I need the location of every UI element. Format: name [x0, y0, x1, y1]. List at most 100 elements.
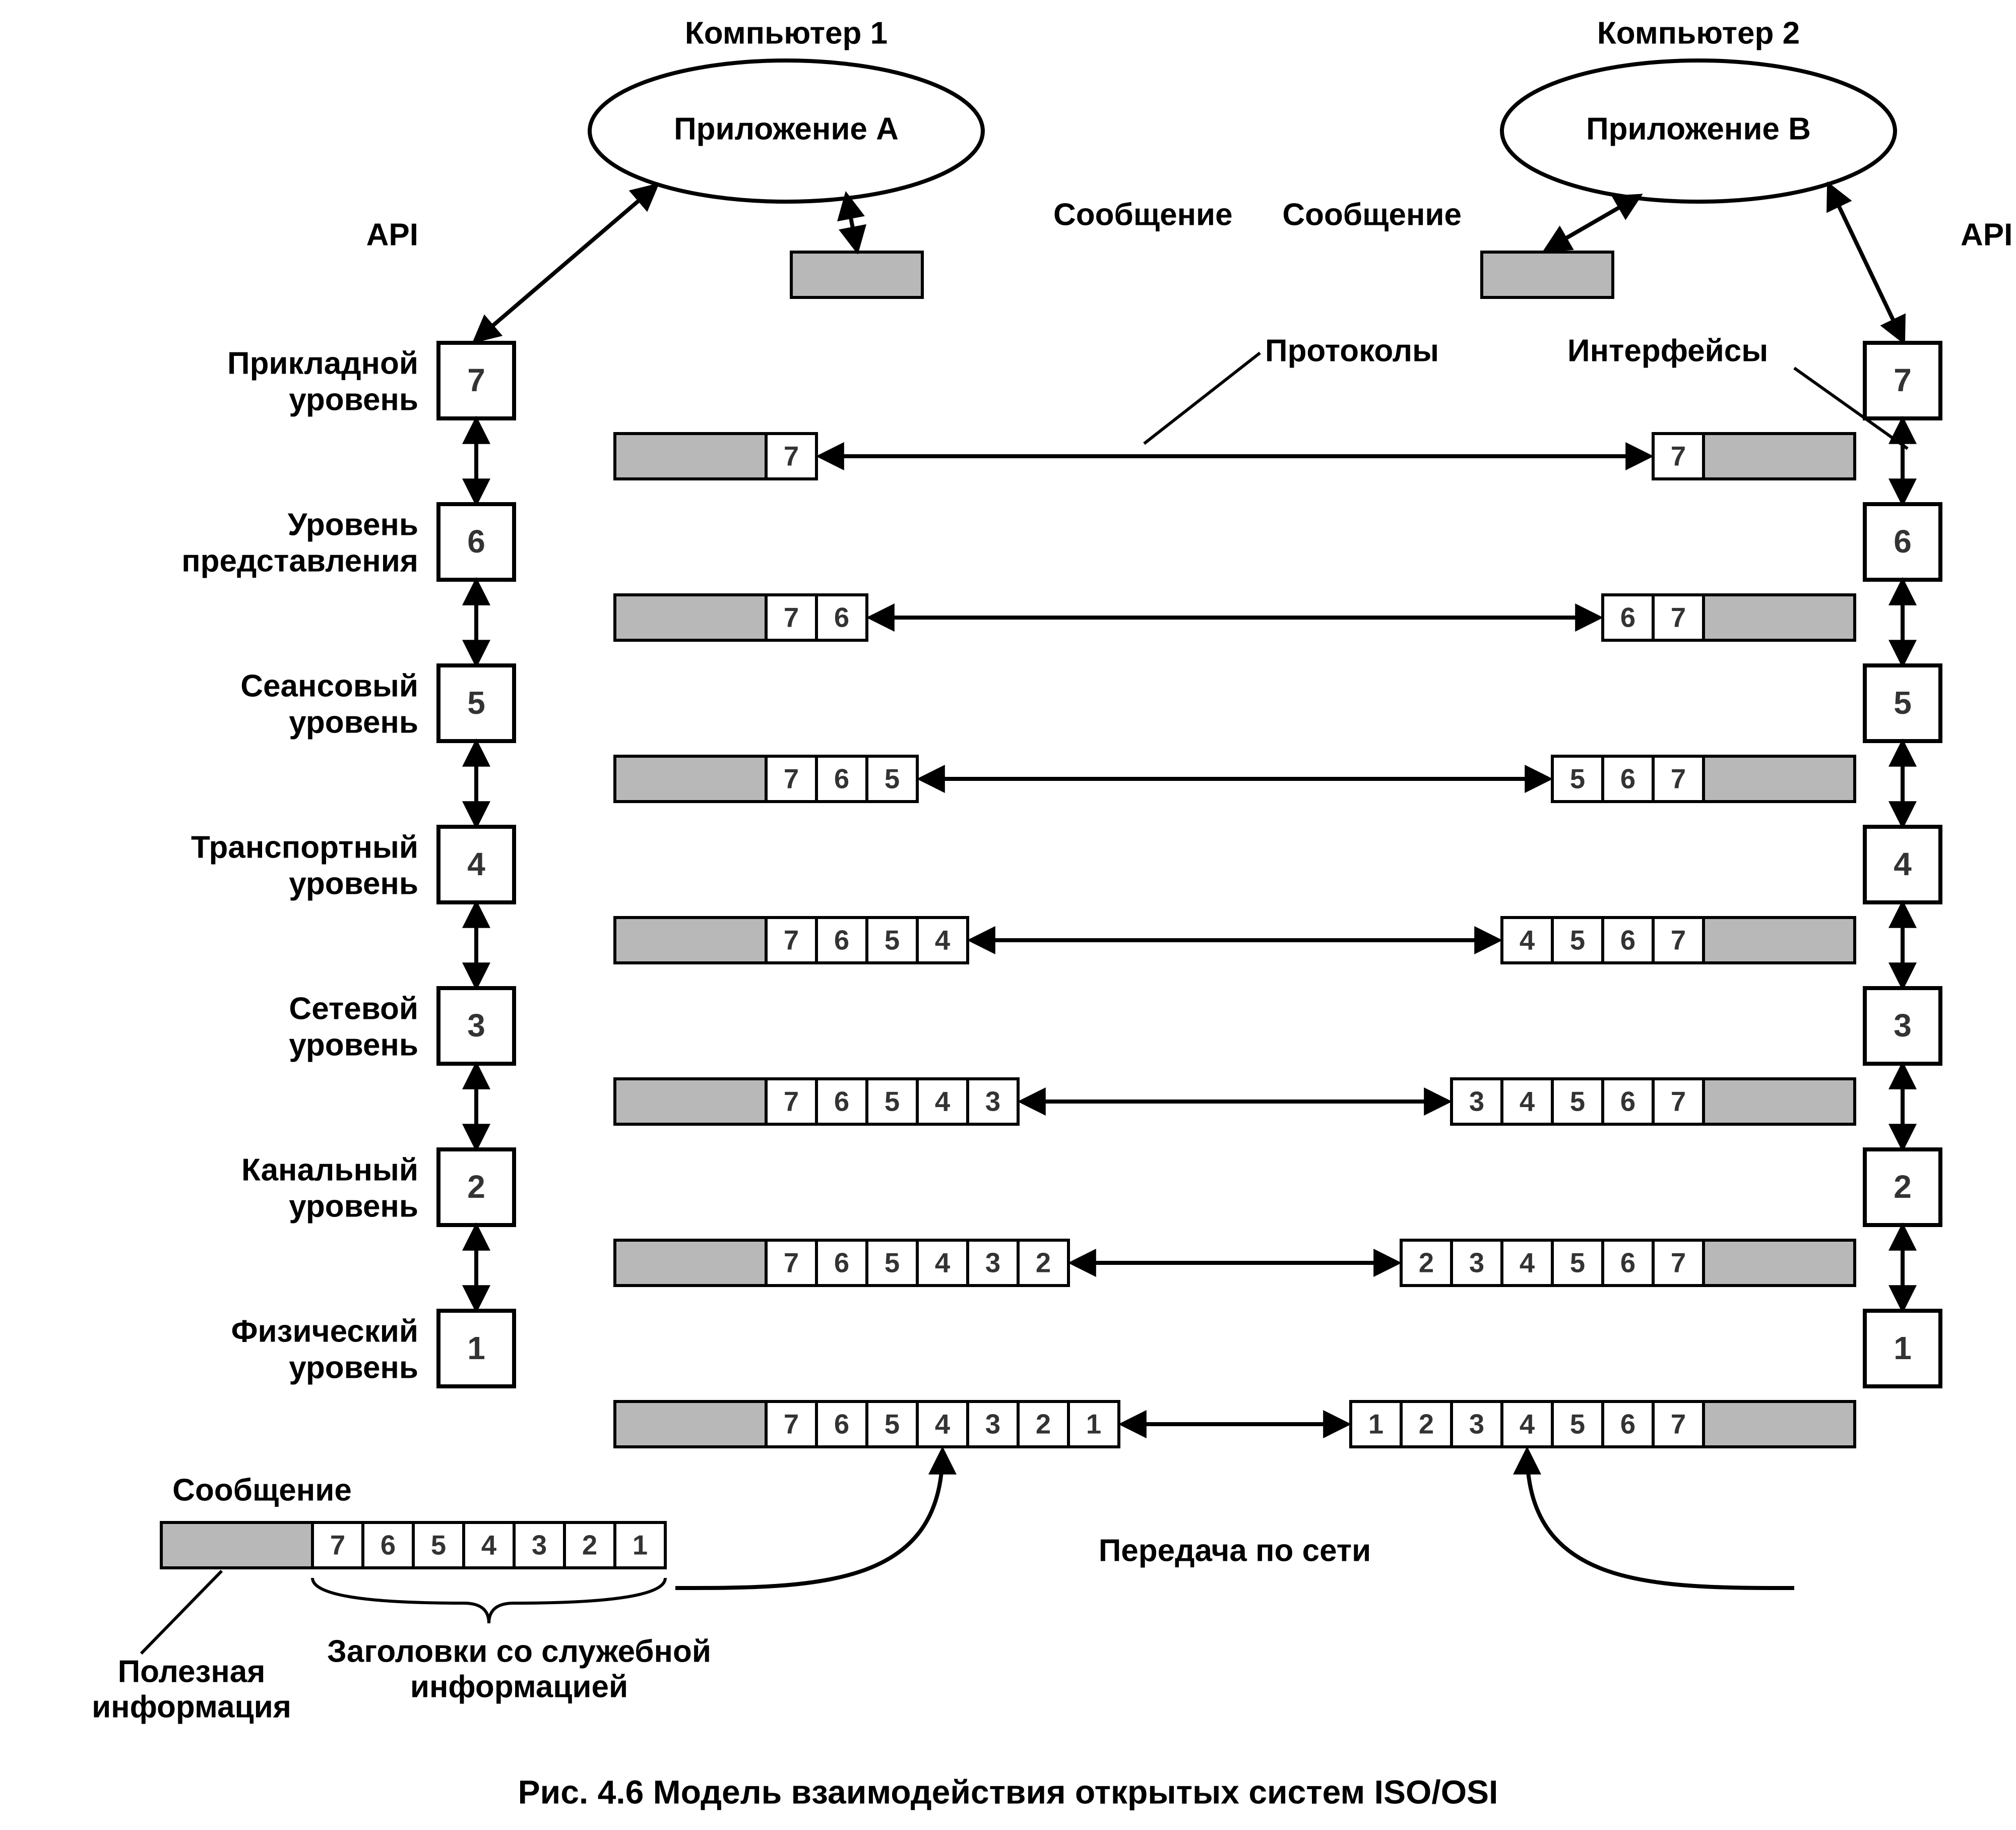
: 5 — [885, 1247, 900, 1278]
layer-label-5-a: Сеансовый — [240, 668, 418, 703]
msg-label-left: Сообщение — [1053, 197, 1233, 232]
pdu-right-pad-5 — [1704, 1079, 1855, 1124]
: 6 — [834, 1247, 849, 1278]
pdu-left-pad-2 — [615, 595, 766, 640]
legend-gray — [161, 1522, 312, 1568]
: 7 — [1671, 1086, 1686, 1117]
: 7 — [784, 1247, 799, 1278]
: 3 — [1894, 1007, 1912, 1044]
layer-label-7-b: уровень — [289, 382, 418, 417]
: 1 — [633, 1530, 648, 1560]
osi-diagram: Компьютер 1Компьютер 2Приложение AПрилож… — [0, 0, 2016, 1830]
: 7 — [1671, 925, 1686, 955]
: 7 — [784, 1409, 799, 1439]
pdu-left-pad-3 — [615, 756, 766, 802]
pdu-left-pad-5 — [615, 1079, 766, 1124]
title-computer-1: Компьютер 1 — [685, 16, 888, 50]
legend-payload-2: информация — [92, 1689, 291, 1724]
figure-caption: Рис. 4.6 Модель взаимодействия открытых … — [518, 1773, 1498, 1810]
legend-headers-1: Заголовки со служебной — [327, 1634, 711, 1669]
: 7 — [1671, 763, 1686, 794]
layer-label-3-a: Сетевой — [289, 991, 418, 1026]
layer-label-4-b: уровень — [289, 866, 418, 901]
layer-label-2-a: Канальный — [241, 1152, 418, 1187]
api-label-right: API — [1961, 217, 2012, 252]
pdu-left-pad-6 — [615, 1240, 766, 1286]
: 1 — [1368, 1409, 1383, 1439]
: 5 — [431, 1530, 446, 1560]
: 4 — [1520, 1409, 1535, 1439]
msg-box-right — [1482, 252, 1613, 297]
pdu-right-pad-4 — [1704, 918, 1855, 963]
legend-msg-label: Сообщение — [172, 1473, 352, 1507]
interfaces-label: Интерфейсы — [1567, 333, 1768, 368]
layer-label-4-a: Транспортный — [191, 830, 418, 865]
: 7 — [330, 1530, 345, 1560]
: 6 — [1620, 763, 1635, 794]
legend-brace — [312, 1578, 665, 1623]
: 5 — [1894, 685, 1912, 721]
layer-label-6-a: Уровень — [288, 507, 418, 542]
msg-label-right: Сообщение — [1282, 197, 1462, 232]
pdu-left-pad-4 — [615, 918, 766, 963]
app-right-label: Приложение B — [1586, 111, 1811, 146]
: 3 — [1469, 1247, 1484, 1278]
: 3 — [467, 1007, 485, 1044]
: 1 — [467, 1330, 485, 1366]
: 7 — [784, 1086, 799, 1117]
: 7 — [1894, 362, 1912, 398]
layer-label-2-b: уровень — [289, 1189, 418, 1224]
: 5 — [1570, 925, 1585, 955]
: 3 — [1469, 1086, 1484, 1117]
pdu-right-pad-1 — [1704, 434, 1855, 479]
protocols-label: Протоколы — [1265, 333, 1439, 368]
pdu-right-pad-6 — [1704, 1240, 1855, 1286]
: 5 — [1570, 1086, 1585, 1117]
transfer-label: Передача по сети — [1099, 1533, 1371, 1568]
layer-label-1-a: Физический — [231, 1314, 418, 1349]
: 6 — [467, 523, 485, 560]
: 7 — [784, 441, 799, 471]
: 7 — [1671, 1247, 1686, 1278]
: 4 — [467, 846, 485, 882]
app-left-label: Приложение A — [674, 111, 899, 146]
layer-label-5-b: уровень — [289, 705, 418, 740]
: 4 — [1520, 925, 1535, 955]
: 5 — [1570, 1409, 1585, 1439]
: 3 — [532, 1530, 547, 1560]
: 6 — [1620, 1086, 1635, 1117]
: 5 — [885, 1086, 900, 1117]
: 6 — [1620, 925, 1635, 955]
: 2 — [1419, 1247, 1434, 1278]
legend-payload-1: Полезная — [118, 1654, 266, 1689]
: 6 — [1894, 523, 1912, 560]
: 6 — [1620, 1247, 1635, 1278]
: 6 — [834, 602, 849, 633]
: 6 — [834, 1409, 849, 1439]
: 5 — [1570, 763, 1585, 794]
: 2 — [1419, 1409, 1434, 1439]
: 1 — [1086, 1409, 1101, 1439]
: 4 — [1520, 1247, 1535, 1278]
: 4 — [481, 1530, 496, 1560]
: 2 — [1036, 1409, 1051, 1439]
: 1 — [1894, 1330, 1912, 1366]
: 4 — [935, 925, 950, 955]
: 6 — [381, 1530, 396, 1560]
pdu-right-pad-7 — [1704, 1401, 1855, 1447]
: 2 — [1036, 1247, 1051, 1278]
layer-label-3-b: уровень — [289, 1027, 418, 1062]
: 5 — [885, 763, 900, 794]
: 5 — [467, 685, 485, 721]
pdu-right-pad-2 — [1704, 595, 1855, 640]
: 3 — [985, 1409, 1000, 1439]
: 7 — [1671, 602, 1686, 633]
: 2 — [1894, 1169, 1912, 1205]
: 7 — [467, 362, 485, 398]
layer-label-1-b: уровень — [289, 1350, 418, 1385]
: 4 — [935, 1086, 950, 1117]
: 6 — [1620, 602, 1635, 633]
: 7 — [784, 602, 799, 633]
: 6 — [834, 1086, 849, 1117]
: 4 — [1520, 1086, 1535, 1117]
